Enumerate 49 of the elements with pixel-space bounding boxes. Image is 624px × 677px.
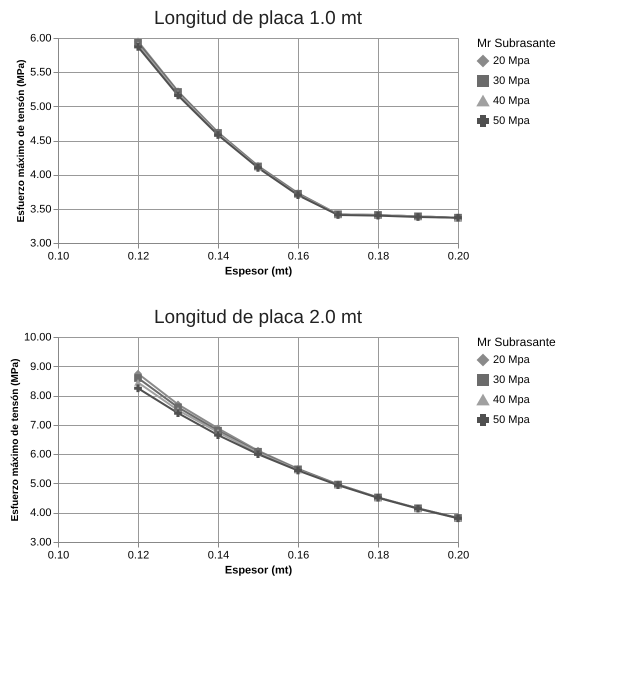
legend-title: Mr Subrasante bbox=[477, 36, 556, 50]
y-tick-label: 5.00 bbox=[30, 100, 52, 113]
y-tick-label: 4.00 bbox=[30, 169, 52, 182]
y-tick-label: 7.00 bbox=[30, 419, 52, 432]
y-axis-title: Esfuerzo máximo de tensón (MPa) bbox=[16, 60, 28, 222]
x-tick-label: 0.18 bbox=[368, 250, 390, 262]
y-tick-label: 5.50 bbox=[30, 66, 52, 79]
y-tick-label: 3.50 bbox=[30, 203, 52, 216]
y-axis-title: Esfuerzo máximo de tensón (MPa) bbox=[10, 358, 21, 522]
legend-label: 30 Mpa bbox=[493, 374, 531, 386]
legend-title: Mr Subrasante bbox=[477, 335, 556, 349]
x-tick-label: 0.14 bbox=[208, 550, 230, 562]
y-tick-label: 8.00 bbox=[30, 390, 52, 402]
chart-title: Longitud de placa 2.0 mt bbox=[154, 307, 363, 328]
y-tick-label: 10.00 bbox=[24, 332, 52, 344]
legend-label: 40 Mpa bbox=[493, 95, 531, 107]
legend-label: 50 Mpa bbox=[493, 414, 531, 426]
x-tick-label: 0.14 bbox=[208, 250, 230, 262]
x-tick-label: 0.16 bbox=[288, 250, 310, 262]
x-tick-label: 0.10 bbox=[48, 250, 70, 262]
y-tick-label: 9.00 bbox=[30, 360, 52, 373]
x-tick-label: 0.12 bbox=[128, 250, 150, 262]
point bbox=[134, 384, 142, 392]
point bbox=[214, 431, 222, 439]
chart-title: Longitud de placa 1.0 mt bbox=[154, 8, 363, 29]
x-axis-title: Espesor (mt) bbox=[224, 266, 292, 278]
point bbox=[174, 409, 182, 418]
legend-label: 20 Mpa bbox=[493, 55, 531, 67]
legend-label: 40 Mpa bbox=[493, 394, 531, 406]
y-tick-label: 3.00 bbox=[30, 536, 52, 548]
x-tick-label: 0.10 bbox=[48, 550, 70, 562]
y-tick-label: 6.00 bbox=[30, 32, 52, 44]
x-tick-label: 0.20 bbox=[448, 250, 470, 262]
x-axis-title: Espesor (mt) bbox=[224, 564, 292, 576]
legend-label: 30 Mpa bbox=[493, 75, 531, 87]
x-tick-label: 0.12 bbox=[128, 550, 150, 562]
y-tick-label: 5.00 bbox=[30, 478, 52, 490]
y-tick-label: 6.00 bbox=[30, 448, 52, 461]
y-tick-label: 4.50 bbox=[30, 135, 52, 147]
legend-label: 20 Mpa bbox=[493, 354, 531, 366]
x-tick-label: 0.16 bbox=[288, 550, 310, 562]
x-tick-label: 0.20 bbox=[448, 550, 470, 562]
point bbox=[134, 43, 142, 51]
point bbox=[134, 374, 142, 382]
legend-label: 50 Mpa bbox=[493, 115, 531, 127]
y-tick-label: 3.00 bbox=[30, 238, 52, 250]
y-tick-label: 4.00 bbox=[30, 507, 52, 520]
x-tick-label: 0.18 bbox=[368, 550, 390, 562]
point bbox=[174, 92, 182, 100]
